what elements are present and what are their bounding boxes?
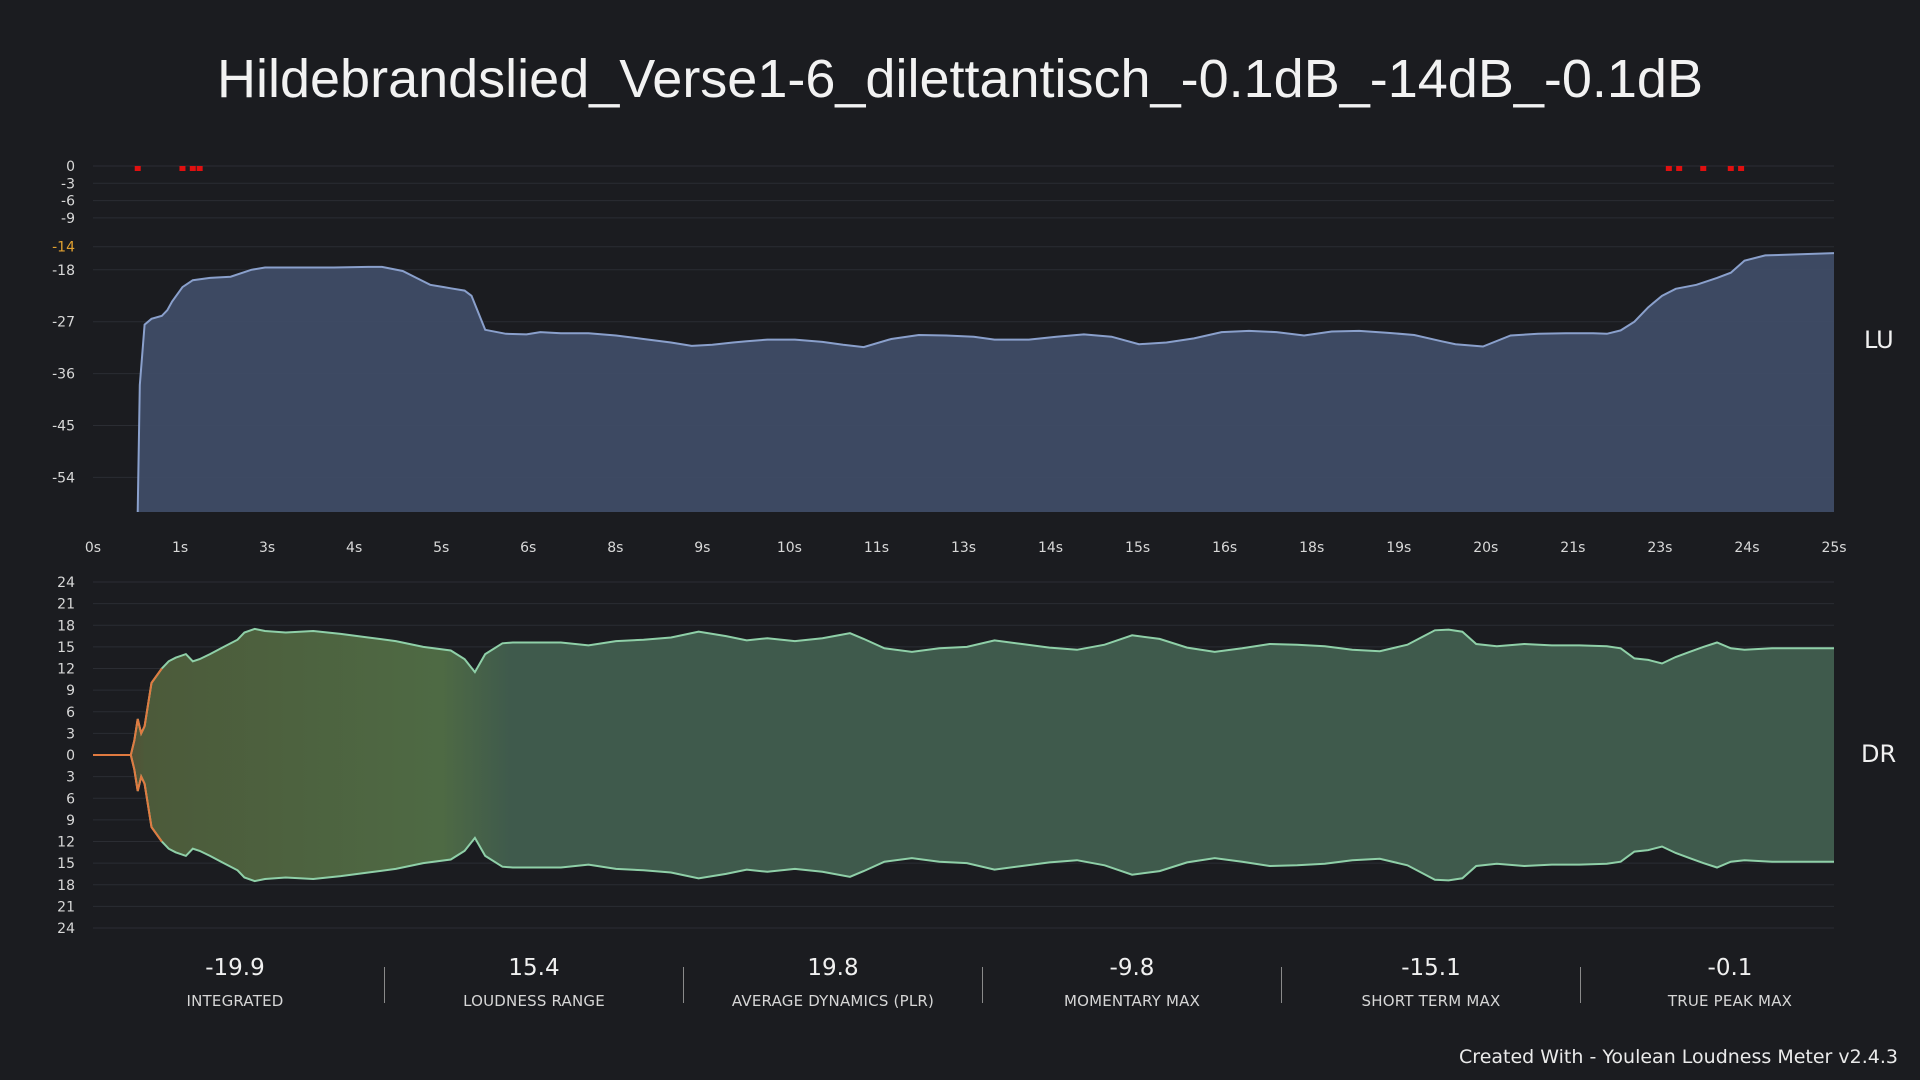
dr-lower-line bbox=[93, 754, 1834, 883]
dr-tick-label: 15 bbox=[57, 856, 75, 872]
time-tick-label: 3s bbox=[259, 540, 275, 556]
stat-value: 15.4 bbox=[508, 955, 560, 981]
stat-divider bbox=[982, 967, 983, 1003]
time-tick-label: 19s bbox=[1386, 540, 1411, 556]
time-tick-label: 14s bbox=[1038, 540, 1063, 556]
stat-true-peak-max: -0.1 TRUE PEAK MAX bbox=[1581, 955, 1879, 1010]
stat-label: MOMENTARY MAX bbox=[1063, 992, 1201, 1010]
lu-tick-label: -54 bbox=[52, 470, 75, 486]
time-tick-label: 15s bbox=[1125, 540, 1150, 556]
clip-marker bbox=[1738, 166, 1745, 171]
dr-tick-label: 18 bbox=[57, 618, 75, 634]
dr-tick-label: 6 bbox=[66, 705, 75, 721]
dynamic-range-chart: 24 21 18 15 12 9 6 3 0 3 6 9 12 15 18 21 24 bbox=[57, 575, 1834, 937]
time-tick-label: 25s bbox=[1821, 540, 1846, 556]
clip-marker bbox=[1676, 166, 1683, 171]
lu-tick-label: -9 bbox=[61, 211, 75, 227]
clip-marker bbox=[1727, 166, 1734, 171]
lu-tick-label: 0 bbox=[66, 159, 75, 175]
clip-marker bbox=[1665, 166, 1672, 171]
clip-marker bbox=[1700, 166, 1707, 171]
time-tick-label: 13s bbox=[951, 540, 976, 556]
dynamic-range-area bbox=[93, 628, 1834, 882]
stat-divider bbox=[1281, 967, 1282, 1003]
dr-tick-label: 15 bbox=[57, 640, 75, 656]
stats-bar: -19.9 INTEGRATED 15.4 LOUDNESS RANGE 19.… bbox=[86, 955, 1834, 1015]
stat-value: -0.1 bbox=[1707, 955, 1753, 981]
dr-tick-label: 0 bbox=[66, 748, 75, 764]
dr-upper-line bbox=[93, 627, 1834, 756]
stat-label: AVERAGE DYNAMICS (PLR) bbox=[731, 992, 935, 1010]
lu-tick-label: -6 bbox=[61, 194, 75, 210]
clip-marker bbox=[196, 166, 203, 171]
clip-marker bbox=[134, 166, 141, 171]
lu-tick-label: -27 bbox=[52, 315, 75, 331]
lu-tick-label: -14 bbox=[52, 240, 75, 256]
time-tick-label: 24s bbox=[1734, 540, 1759, 556]
dr-axis-label: DR bbox=[1861, 740, 1897, 768]
time-tick-label: 21s bbox=[1560, 540, 1585, 556]
dr-tick-label: 12 bbox=[57, 662, 75, 678]
stat-divider bbox=[1580, 967, 1581, 1003]
dr-tick-label: 9 bbox=[66, 813, 75, 829]
stat-divider bbox=[683, 967, 684, 1003]
dr-tick-label: 9 bbox=[66, 683, 75, 699]
time-tick-label: 23s bbox=[1647, 540, 1672, 556]
time-tick-label: 6s bbox=[520, 540, 536, 556]
dr-onset-lower-line bbox=[93, 754, 163, 843]
stat-value: -19.9 bbox=[205, 955, 265, 981]
stat-average-dynamics: 19.8 AVERAGE DYNAMICS (PLR) bbox=[684, 955, 982, 1010]
stat-label: LOUDNESS RANGE bbox=[463, 992, 605, 1010]
time-tick-label: 0s bbox=[85, 540, 101, 556]
dr-tick-label: 24 bbox=[57, 921, 75, 937]
stat-value: 19.8 bbox=[807, 955, 859, 981]
lu-tick-label: -36 bbox=[52, 367, 75, 383]
credit-text: Created With - Youlean Loudness Meter v2… bbox=[1459, 1046, 1898, 1068]
time-tick-label: 16s bbox=[1212, 540, 1237, 556]
lu-tick-label: -3 bbox=[61, 176, 75, 192]
time-tick-label: 8s bbox=[607, 540, 623, 556]
time-tick-label: 20s bbox=[1473, 540, 1498, 556]
stat-label: INTEGRATED bbox=[186, 992, 284, 1010]
dr-tick-label: 3 bbox=[66, 726, 75, 742]
stat-divider bbox=[384, 967, 385, 1003]
dr-onset-upper-line bbox=[93, 667, 163, 756]
time-tick-label: 10s bbox=[777, 540, 802, 556]
lu-axis-label: LU bbox=[1864, 326, 1894, 354]
dr-tick-label: 6 bbox=[66, 791, 75, 807]
time-tick-label: 9s bbox=[694, 540, 710, 556]
stat-short-term-max: -15.1 SHORT TERM MAX bbox=[1282, 955, 1580, 1010]
lu-tick-label: -18 bbox=[52, 263, 75, 279]
time-tick-label: 11s bbox=[864, 540, 889, 556]
loudness-line bbox=[136, 252, 1835, 513]
dr-tick-label: 3 bbox=[66, 770, 75, 786]
time-tick-label: 4s bbox=[346, 540, 362, 556]
chart-title: Hildebrandslied_Verse1-6_dilettantisch_-… bbox=[217, 49, 1703, 109]
loudness-area bbox=[137, 253, 1835, 512]
clip-marker bbox=[189, 166, 196, 171]
stat-label: SHORT TERM MAX bbox=[1361, 992, 1501, 1010]
dr-tick-label: 21 bbox=[57, 597, 75, 613]
dr-tick-label: 21 bbox=[57, 899, 75, 915]
dr-tick-label: 18 bbox=[57, 878, 75, 894]
time-tick-label: 18s bbox=[1299, 540, 1324, 556]
dr-tick-label: 24 bbox=[57, 575, 75, 591]
stat-momentary-max: -9.8 MOMENTARY MAX bbox=[983, 955, 1281, 1010]
lu-tick-label: -45 bbox=[52, 419, 75, 435]
time-tick-label: 1s bbox=[172, 540, 188, 556]
stat-integrated: -19.9 INTEGRATED bbox=[86, 955, 384, 1010]
stat-label: TRUE PEAK MAX bbox=[1667, 992, 1793, 1010]
stat-value: -15.1 bbox=[1401, 955, 1461, 981]
stat-loudness-range: 15.4 LOUDNESS RANGE bbox=[385, 955, 683, 1010]
dr-tick-label: 12 bbox=[57, 835, 75, 851]
time-axis: 0s 1s 3s 4s 5s 6s 8s 9s 10s 11s 13s 14s 15s 16s 18s 19s… bbox=[85, 540, 1847, 556]
clip-marker bbox=[179, 166, 186, 171]
loudness-chart: 0-3 -6-9 -14 -18 -27 -36 -45 -54 bbox=[52, 159, 1835, 513]
time-tick-label: 5s bbox=[433, 540, 449, 556]
stat-value: -9.8 bbox=[1109, 955, 1155, 981]
